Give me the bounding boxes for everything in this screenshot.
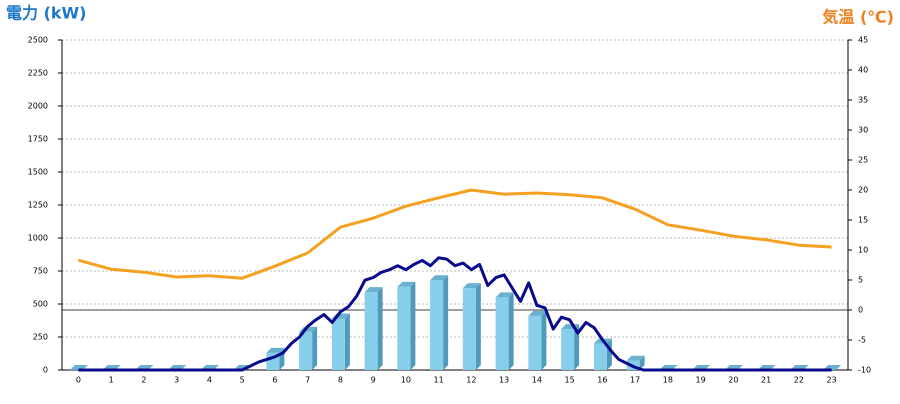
bar-side — [541, 310, 547, 370]
bar-side — [377, 287, 383, 370]
y-tick-label: 2000 — [28, 102, 48, 111]
x-tick-label: 22 — [794, 376, 804, 385]
y2-tick-label: 45 — [858, 36, 868, 45]
bar-side — [574, 324, 580, 370]
bar-top — [364, 287, 383, 293]
bar — [462, 288, 476, 370]
y2-tick-label: 25 — [858, 156, 868, 165]
x-tick-label: 15 — [565, 376, 575, 385]
bar — [495, 297, 509, 370]
x-tick-label: 12 — [466, 376, 476, 385]
bar-side — [312, 326, 318, 370]
x-tick-label: 7 — [305, 376, 310, 385]
y-tick-label: 500 — [33, 300, 48, 309]
y-tick-label: 1000 — [28, 234, 48, 243]
x-tick-label: 0 — [76, 376, 81, 385]
x-tick-label: 3 — [174, 376, 179, 385]
bar-top — [266, 347, 285, 353]
y-tick-label: 1750 — [28, 135, 48, 144]
x-tick-label: 14 — [532, 376, 542, 385]
bar-top — [495, 292, 514, 298]
x-tick-label: 1 — [109, 376, 114, 385]
x-tick-label: 16 — [597, 376, 607, 385]
bar-top — [397, 281, 416, 287]
bar-side — [410, 281, 416, 370]
y-tick-label: 1250 — [28, 201, 48, 210]
x-tick-label: 11 — [434, 376, 444, 385]
bar — [528, 315, 542, 370]
bar — [299, 331, 313, 370]
x-tick-label: 13 — [499, 376, 509, 385]
y-tick-label: 250 — [33, 333, 48, 342]
bar-side — [344, 313, 350, 370]
bar — [397, 286, 411, 370]
y2-tick-label: -10 — [858, 366, 871, 375]
bar-top — [528, 310, 547, 316]
line — [77, 188, 832, 280]
bar-side — [443, 275, 449, 370]
y2-tick-label: 30 — [858, 126, 868, 135]
bar — [593, 343, 607, 370]
bar — [561, 329, 575, 370]
y-tick-label: 0 — [43, 366, 48, 375]
x-tick-label: 8 — [338, 376, 343, 385]
bar — [430, 280, 444, 370]
y2-tick-label: 20 — [858, 186, 868, 195]
x-tick-label: 2 — [141, 376, 146, 385]
bar-top — [430, 275, 449, 281]
bar-top — [626, 355, 645, 361]
x-tick-label: 4 — [207, 376, 212, 385]
x-tick-label: 21 — [761, 376, 771, 385]
y2-tick-label: 10 — [858, 246, 868, 255]
bar-side — [639, 355, 645, 370]
y-tick-label: 2250 — [28, 69, 48, 78]
x-tick-label: 19 — [696, 376, 706, 385]
y2-tick-label: 15 — [858, 216, 868, 225]
bar-side — [606, 338, 612, 370]
y-tick-label: 750 — [33, 267, 48, 276]
y-tick-label: 1500 — [28, 168, 48, 177]
bar-side — [508, 292, 514, 370]
x-tick-label: 10 — [401, 376, 411, 385]
y2-tick-label: -5 — [858, 336, 866, 345]
y2-tick-label: 40 — [858, 66, 868, 75]
x-tick-label: 20 — [728, 376, 738, 385]
bar-side — [475, 283, 481, 370]
x-tick-label: 23 — [827, 376, 837, 385]
x-tick-label: 9 — [371, 376, 376, 385]
y2-tick-label: 5 — [858, 276, 863, 285]
y2-tick-label: 0 — [858, 306, 863, 315]
y-tick-label: 2500 — [28, 36, 48, 45]
bar — [331, 318, 345, 370]
bar-top — [462, 283, 481, 289]
y2-tick-label: 35 — [858, 96, 868, 105]
x-tick-label: 18 — [663, 376, 673, 385]
y2-axis-title: 気温 (℃) — [822, 8, 894, 27]
y-axis-title: 電力 (kW) — [6, 4, 87, 23]
line — [78, 256, 832, 372]
bar — [364, 292, 378, 370]
x-tick-label: 6 — [272, 376, 277, 385]
x-tick-label: 5 — [240, 376, 245, 385]
x-tick-label: 17 — [630, 376, 640, 385]
